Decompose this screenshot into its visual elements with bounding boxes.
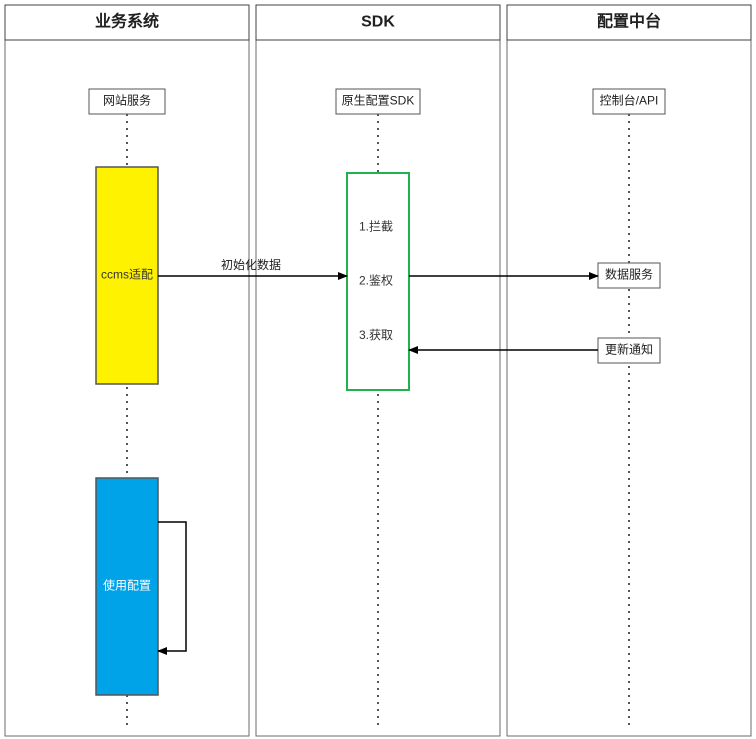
activation-item-sdk-actions-1: 2.鉴权 [359, 274, 393, 288]
lane-title-sdk: SDK [361, 14, 395, 31]
activation-label-use-config: 使用配置 [103, 578, 151, 593]
activation-item-sdk-actions-0: 1.拦截 [359, 219, 393, 233]
edge-label-init-data: 初始化数据 [221, 257, 281, 272]
lane-title-center: 配置中台 [597, 12, 661, 31]
lane-title-biz: 业务系统 [95, 12, 159, 31]
participant-label-console-api: 控制台/API [600, 93, 659, 108]
participant-label-update-notice: 更新通知 [605, 342, 653, 357]
participant-label-data-service: 数据服务 [605, 267, 653, 282]
sequence-diagram: 业务系统 SDK 配置中台网站服务 原生配置SDK 控制台/API 数据服务更新通知 ccm… [0, 0, 756, 739]
participant-label-native-sdk: 原生配置SDK [342, 94, 415, 108]
participant-label-web-service: 网站服务 [103, 93, 151, 108]
activation-item-sdk-actions-2: 3.获取 [359, 328, 393, 342]
activation-label-ccms-adapter: ccms适配 [101, 268, 153, 282]
